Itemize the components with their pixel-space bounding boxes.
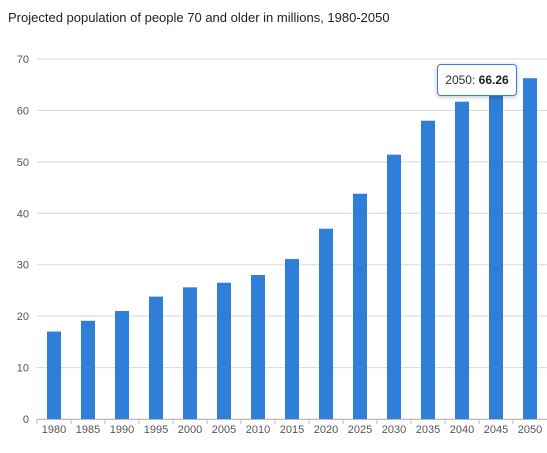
bar-2030[interactable]	[387, 154, 401, 419]
x-tick-label: 2025	[348, 424, 372, 436]
x-tick-label: 2050	[518, 424, 542, 436]
bars	[47, 78, 537, 419]
y-tick-label: 60	[17, 105, 29, 117]
y-tick-label: 50	[17, 157, 29, 169]
x-tick-label: 1980	[42, 424, 66, 436]
y-tick-label: 10	[17, 363, 29, 375]
x-tick-label: 2005	[212, 424, 236, 436]
x-tick-label: 2030	[382, 424, 406, 436]
bar-1990[interactable]	[115, 311, 129, 419]
bar-2025[interactable]	[353, 193, 367, 419]
axes	[36, 419, 547, 424]
bar-1995[interactable]	[149, 296, 163, 419]
bar-2020[interactable]	[319, 228, 333, 419]
x-tick-labels: 1980 1985 1990 1995 2000 2005 2010 2015 2020 2025…	[42, 424, 542, 436]
tooltip-separator: :	[471, 73, 476, 87]
y-tick-label: 30	[17, 260, 29, 272]
x-tick-label: 2040	[450, 424, 474, 436]
bar-2050[interactable]	[523, 78, 537, 419]
x-tick-label: 2035	[416, 424, 440, 436]
bar-2015[interactable]	[285, 259, 299, 419]
bar-2035[interactable]	[421, 120, 435, 419]
tooltip-value: 66.26	[478, 73, 509, 87]
x-tick-label: 1990	[110, 424, 134, 436]
x-tick-label: 2010	[246, 424, 270, 436]
tooltip-category: 2050	[445, 73, 472, 87]
bar-2000[interactable]	[183, 287, 197, 419]
bar-2005[interactable]	[217, 282, 231, 419]
y-tick-label: 70	[17, 54, 29, 66]
chart-title: Projected population of people 70 and ol…	[8, 10, 390, 25]
y-tick-label: 40	[17, 208, 29, 220]
x-tick-label: 1995	[144, 424, 168, 436]
bar-1980[interactable]	[47, 331, 61, 419]
x-tick-label: 2020	[314, 424, 338, 436]
bar-1985[interactable]	[81, 320, 95, 419]
y-tick-labels: 0 10 20 30 40 50 60 70	[17, 54, 29, 426]
y-tick-label: 20	[17, 311, 29, 323]
x-tick-label: 1985	[76, 424, 100, 436]
x-tick-label: 2045	[484, 424, 508, 436]
bar-2010[interactable]	[251, 275, 265, 419]
bar-2045[interactable]	[489, 89, 503, 419]
x-tick-label: 2015	[280, 424, 304, 436]
bar-2040[interactable]	[455, 101, 469, 419]
x-tick-label: 2000	[178, 424, 202, 436]
data-tooltip: 2050: 66.26	[437, 64, 517, 96]
y-tick-label: 0	[23, 414, 29, 426]
